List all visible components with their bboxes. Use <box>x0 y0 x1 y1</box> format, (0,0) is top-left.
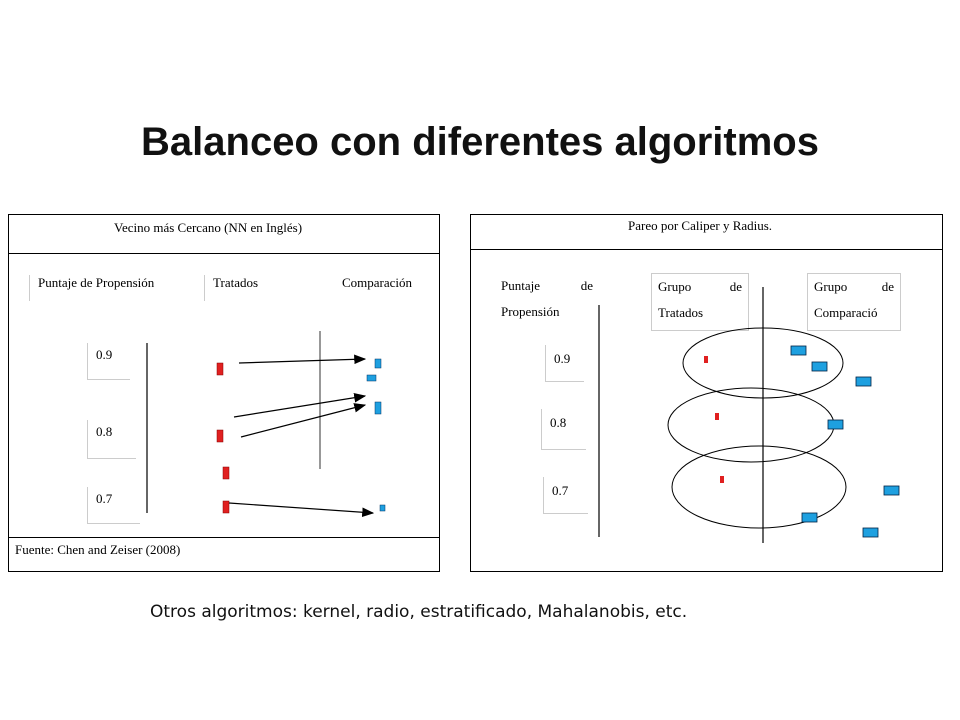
cr-score-word-2: de <box>580 278 593 293</box>
cr-treated-word-2: de <box>729 279 742 294</box>
nn-comparison-3 <box>374 401 382 415</box>
nn-match-arrow-1 <box>238 354 367 365</box>
nn-score-09: 0.9 <box>87 343 130 380</box>
nn-comparison-4 <box>379 504 386 512</box>
cr-col-treated: Grupo de Tratados <box>651 273 749 331</box>
cr-score-word-1: Puntaje <box>501 278 540 293</box>
cr-comparison-4 <box>827 419 844 430</box>
nn-col-score: Puntaje de Propensión <box>29 275 162 301</box>
cr-comparison-7 <box>862 527 879 538</box>
cr-comparison-word-3: Comparació <box>814 305 878 320</box>
cr-caliper-ellipse-1 <box>682 327 844 399</box>
cr-score-07: 0.7 <box>543 477 588 514</box>
nn-heading-row: Vecino más Cercano (NN en Inglés) <box>9 215 439 254</box>
caliper-radius-panel: Pareo por Caliper y Radius. Puntaje de P… <box>470 214 943 572</box>
footer-note: Otros algoritmos: kernel, radio, estrati… <box>150 602 688 622</box>
cr-diagram <box>598 287 900 543</box>
nn-diagram <box>146 331 386 518</box>
cr-treated-3 <box>720 476 724 483</box>
nn-score-07: 0.7 <box>87 487 140 524</box>
cr-score-word-3: Propensión <box>501 304 560 319</box>
nn-score-08: 0.8 <box>87 420 136 459</box>
cr-treated-word-1: Grupo <box>658 279 692 294</box>
nn-heading: Vecino más Cercano (NN en Inglés) <box>114 220 303 235</box>
cr-treated-2 <box>715 413 719 420</box>
cr-comparison-5 <box>883 485 900 496</box>
cr-score-09: 0.9 <box>545 345 584 382</box>
cr-comparison-3 <box>855 376 872 387</box>
cr-comparison-word-2: de <box>881 279 894 294</box>
cr-comparison-2 <box>811 361 828 372</box>
nn-match-arrow-3 <box>240 403 367 438</box>
nn-col-comparison: Comparación <box>342 275 413 290</box>
nn-source: Fuente: Chen and Zeiser (2008) <box>15 542 181 557</box>
nn-col-treated: Tratados <box>204 275 288 301</box>
nn-treated-4 <box>222 500 230 514</box>
cr-comparison-6 <box>801 512 818 523</box>
nearest-neighbor-panel: Vecino más Cercano (NN en Inglés) Puntaj… <box>8 214 440 572</box>
cr-col-comparison: Grupo de Comparació <box>807 273 901 331</box>
cr-heading-row: Pareo por Caliper y Radius. <box>471 215 942 250</box>
nn-comparison-1 <box>374 358 382 369</box>
nn-match-arrow-2 <box>233 392 367 418</box>
cr-comparison-word-1: Grupo <box>814 279 848 294</box>
nn-treated-1 <box>216 362 224 376</box>
nn-source-row: Fuente: Chen and Zeiser (2008) <box>9 537 439 557</box>
cr-heading: Pareo por Caliper y Radius. <box>628 218 773 233</box>
nn-treated-3 <box>222 466 230 480</box>
cr-caliper-ellipse-2 <box>667 387 835 463</box>
cr-treated-1 <box>704 356 708 363</box>
nn-match-arrow-4 <box>228 502 375 518</box>
slide-title: Balanceo con diferentes algoritmos <box>141 120 819 164</box>
cr-caliper-ellipse-3 <box>671 445 847 529</box>
cr-comparison-1 <box>790 345 807 356</box>
nn-comparison-2 <box>366 374 377 382</box>
cr-score-08: 0.8 <box>541 409 586 450</box>
cr-treated-word-3: Tratados <box>658 305 704 320</box>
cr-col-score: Puntaje de Propensión <box>501 273 593 325</box>
nn-treated-2 <box>216 429 224 443</box>
